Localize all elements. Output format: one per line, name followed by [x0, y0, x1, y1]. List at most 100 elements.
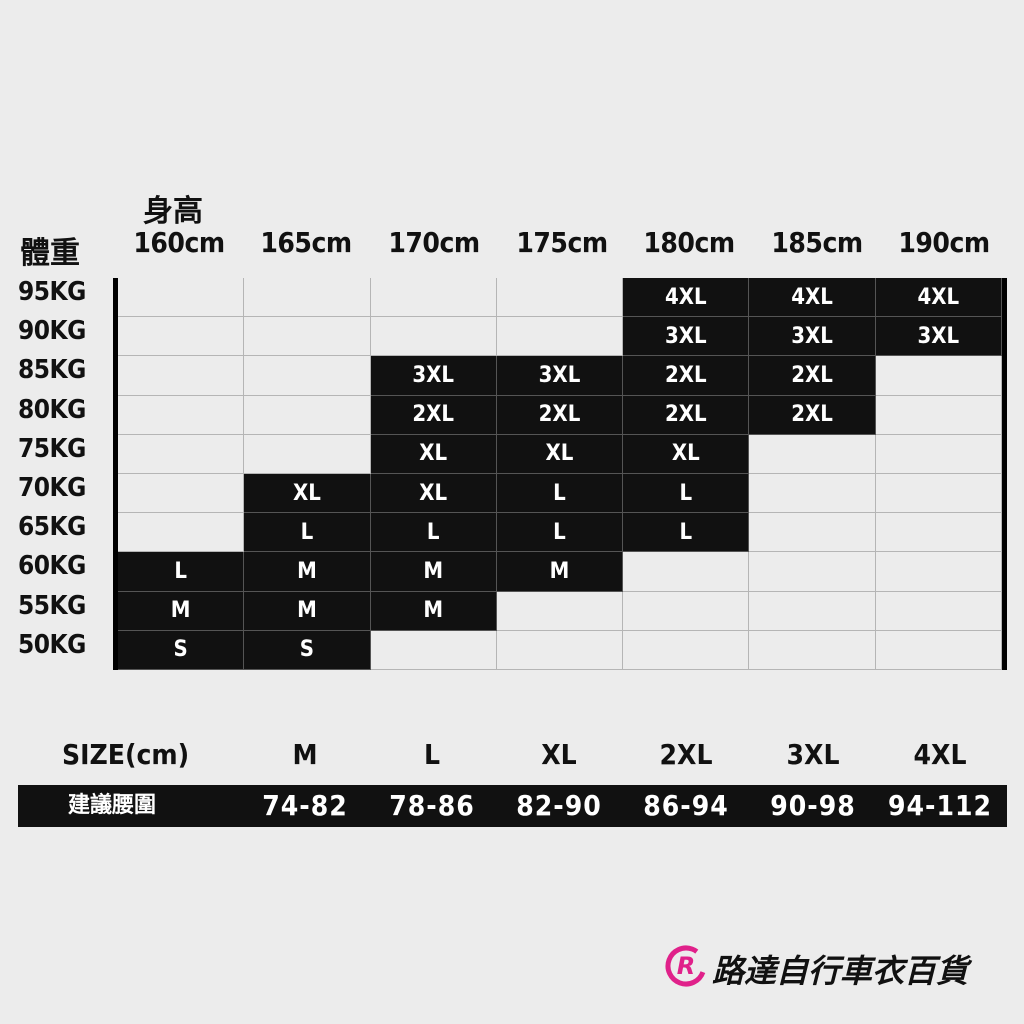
weight-header: 50KG — [18, 629, 86, 660]
size-cell: M — [496, 552, 624, 592]
size-cell: L — [496, 474, 624, 514]
size-cell — [623, 552, 750, 592]
size-cell — [496, 630, 624, 670]
size-cell — [875, 474, 1002, 514]
waist-row: 建議腰圍 74-82 78-86 82-90 86-94 90-98 94-112 — [18, 785, 1007, 827]
size-cell: XL — [370, 474, 497, 514]
height-header: 170cm — [388, 226, 480, 259]
size-cell — [623, 630, 750, 670]
size-cell: 3XL — [370, 356, 497, 396]
svg-text:R: R — [677, 952, 695, 980]
size-header: XL — [541, 738, 577, 771]
size-cell: L — [370, 513, 497, 553]
size-cell — [875, 395, 1002, 435]
size-cell — [875, 591, 1002, 631]
size-cell — [749, 513, 876, 553]
size-cell: L — [496, 513, 624, 553]
size-cell — [749, 434, 876, 474]
weight-header: 65KG — [18, 512, 86, 543]
size-cell — [749, 474, 876, 514]
size-cell: XL — [496, 434, 624, 474]
size-cell: L — [623, 513, 750, 553]
waist-value: 86-94 — [643, 789, 729, 822]
size-cell: M — [244, 552, 371, 592]
size-row-label: SIZE(cm) — [62, 738, 190, 771]
size-cell — [118, 395, 245, 435]
size-cell — [875, 630, 1002, 670]
brand-logo: R — [664, 944, 708, 988]
waist-value: 82-90 — [516, 789, 602, 822]
height-header: 175cm — [516, 226, 608, 259]
size-cell — [244, 395, 371, 435]
size-cell: L — [118, 552, 245, 592]
size-cell — [118, 513, 245, 553]
size-cell — [749, 552, 876, 592]
size-cell: L — [623, 474, 750, 514]
size-cell: XL — [244, 474, 371, 514]
size-cell — [244, 278, 371, 318]
size-header: 3XL — [786, 738, 840, 771]
weight-header: 60KG — [18, 551, 86, 582]
size-cell: M — [244, 591, 371, 631]
size-cell: 2XL — [623, 356, 750, 396]
waist-value: 78-86 — [389, 789, 475, 822]
size-cell — [749, 591, 876, 631]
size-header: 4XL — [913, 738, 967, 771]
size-cell — [496, 278, 624, 318]
waist-row-label: 建議腰圍 — [68, 793, 157, 818]
size-cell: 3XL — [496, 356, 624, 396]
size-header: L — [423, 738, 441, 771]
weight-header: 95KG — [18, 277, 86, 307]
size-cell: S — [118, 630, 245, 670]
size-header: M — [292, 738, 318, 771]
size-cell: 4XL — [875, 278, 1002, 318]
size-cell: 2XL — [749, 395, 876, 435]
weight-header: 85KG — [18, 355, 86, 386]
size-cell — [118, 278, 245, 318]
size-cell: 2XL — [370, 395, 497, 435]
size-cell: XL — [623, 434, 750, 474]
size-cell — [118, 434, 245, 474]
size-cell — [244, 317, 371, 357]
weight-header: 90KG — [18, 316, 86, 347]
size-cell — [875, 552, 1002, 592]
waist-value: 74-82 — [262, 789, 348, 822]
size-cell — [370, 317, 497, 357]
brand-r-icon: R — [665, 945, 707, 987]
weight-label: 體重 — [20, 236, 80, 271]
size-cell: 3XL — [749, 317, 876, 357]
height-header: 160cm — [133, 226, 225, 259]
size-cell: 2XL — [623, 395, 750, 435]
waist-value: 90-98 — [770, 789, 856, 822]
size-cell: 2XL — [749, 356, 876, 396]
size-cell: S — [244, 630, 371, 670]
height-header: 165cm — [260, 226, 352, 259]
size-cell — [875, 356, 1002, 396]
weight-header: 70KG — [18, 473, 86, 503]
size-grid: 4XL 4XL 4XL 3XL 3XL 3XL 3XL 3XL 2XL 2XL 2XL 2XL 2XL 2… — [113, 278, 1007, 670]
size-cell: M — [118, 591, 245, 631]
size-cell: 4XL — [623, 278, 750, 318]
size-cell: M — [370, 591, 497, 631]
size-cell — [370, 278, 497, 318]
size-cell — [875, 513, 1002, 553]
size-cell: 3XL — [875, 317, 1002, 357]
size-cell: 2XL — [496, 395, 624, 435]
size-cell — [244, 434, 371, 474]
brand-name: 路達自行車衣百貨 — [712, 952, 969, 990]
size-cell — [623, 591, 750, 631]
size-header: 2XL — [659, 738, 713, 771]
size-cell — [244, 356, 371, 396]
size-cell — [370, 630, 497, 670]
size-cell — [496, 317, 624, 357]
size-cell: L — [244, 513, 371, 553]
size-cell — [118, 356, 245, 396]
size-cell: 4XL — [749, 278, 876, 318]
size-cell: 3XL — [623, 317, 750, 357]
size-cell: M — [370, 552, 497, 592]
size-cell — [118, 317, 245, 357]
size-cell: XL — [370, 434, 497, 474]
size-cell — [496, 591, 624, 631]
size-cell — [118, 474, 245, 514]
size-cell — [875, 434, 1002, 474]
